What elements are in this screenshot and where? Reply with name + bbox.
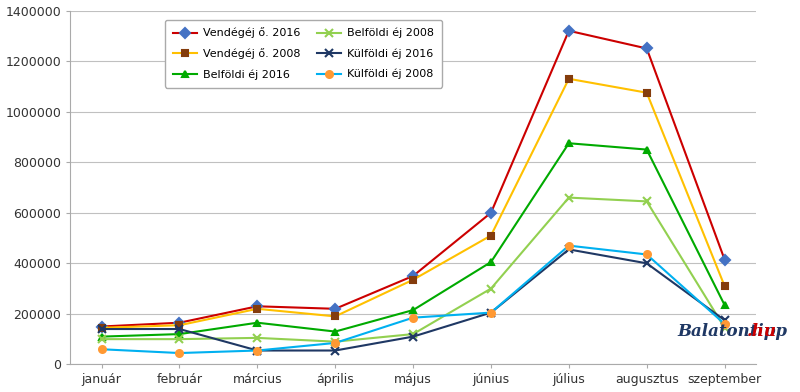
Vendégéj ő. 2016: [174, 320, 184, 325]
Belföldi éj 2008: [253, 336, 262, 340]
Belföldi éj 2016: [330, 329, 340, 334]
Vendégéj ő. 2016: [330, 307, 340, 311]
Vendégéj ő. 2008: [720, 284, 730, 289]
Külföldi éj 2016: [253, 348, 262, 353]
Line: Külföldi éj 2008: Külföldi éj 2008: [98, 242, 728, 356]
Vendégéj ő. 2008: [97, 325, 106, 330]
Vendégéj ő. 2008: [642, 90, 651, 95]
Külföldi éj 2008: [564, 243, 574, 248]
Vendégéj ő. 2008: [564, 76, 574, 81]
Belföldi éj 2016: [642, 147, 651, 152]
Külföldi éj 2016: [174, 327, 184, 331]
Belföldi éj 2008: [408, 332, 418, 336]
Belföldi éj 2016: [720, 303, 730, 307]
Vendégéj ő. 2008: [330, 314, 340, 319]
Line: Külföldi éj 2016: Külföldi éj 2016: [98, 245, 729, 355]
Belföldi éj 2008: [564, 195, 574, 200]
Belföldi éj 2008: [97, 337, 106, 341]
Belföldi éj 2016: [486, 260, 496, 264]
Külföldi éj 2008: [253, 348, 262, 353]
Külföldi éj 2008: [486, 310, 496, 315]
Külföldi éj 2016: [486, 310, 496, 315]
Vendégéj ő. 2016: [408, 274, 418, 278]
Belföldi éj 2008: [174, 337, 184, 341]
Külföldi éj 2016: [564, 247, 574, 252]
Külföldi éj 2008: [174, 351, 184, 356]
Belföldi éj 2016: [408, 308, 418, 312]
Vendégéj ő. 2016: [720, 257, 730, 262]
Line: Belföldi éj 2016: Belföldi éj 2016: [98, 140, 728, 340]
Külföldi éj 2008: [97, 347, 106, 352]
Külföldi éj 2008: [408, 315, 418, 320]
Belföldi éj 2008: [330, 339, 340, 344]
Line: Vendégéj ő. 2008: Vendégéj ő. 2008: [98, 75, 728, 331]
Külföldi éj 2016: [408, 334, 418, 339]
Külföldi éj 2008: [720, 321, 730, 326]
Text: Balatontipp: Balatontipp: [677, 323, 787, 339]
Vendégéj ő. 2008: [253, 307, 262, 311]
Külföldi éj 2016: [642, 261, 651, 266]
Belföldi éj 2008: [486, 286, 496, 291]
Legend: Vendégéj ő. 2016, Vendégéj ő. 2008, Belföldi éj 2016, Belföldi éj 2008, Külföldi: Vendégéj ő. 2016, Vendégéj ő. 2008, Belf…: [165, 20, 442, 88]
Külföldi éj 2016: [330, 348, 340, 353]
Vendégéj ő. 2008: [174, 323, 184, 328]
Line: Vendégéj ő. 2016: Vendégéj ő. 2016: [98, 27, 728, 330]
Belföldi éj 2008: [642, 199, 651, 204]
Külföldi éj 2008: [642, 252, 651, 257]
Vendégéj ő. 2008: [408, 278, 418, 282]
Vendégéj ő. 2016: [486, 211, 496, 215]
Line: Belföldi éj 2008: Belföldi éj 2008: [98, 193, 729, 346]
Külföldi éj 2016: [720, 318, 730, 323]
Belföldi éj 2016: [253, 320, 262, 325]
Belföldi éj 2016: [97, 334, 106, 339]
Text: .hu: .hu: [747, 323, 777, 339]
Külföldi éj 2008: [330, 341, 340, 345]
Belföldi éj 2016: [174, 332, 184, 336]
Vendégéj ő. 2008: [486, 233, 496, 238]
Vendégéj ő. 2016: [253, 304, 262, 309]
Belföldi éj 2008: [720, 325, 730, 330]
Vendégéj ő. 2016: [97, 324, 106, 329]
Vendégéj ő. 2016: [642, 46, 651, 51]
Belföldi éj 2016: [564, 141, 574, 145]
Vendégéj ő. 2016: [564, 29, 574, 33]
Külföldi éj 2016: [97, 327, 106, 331]
